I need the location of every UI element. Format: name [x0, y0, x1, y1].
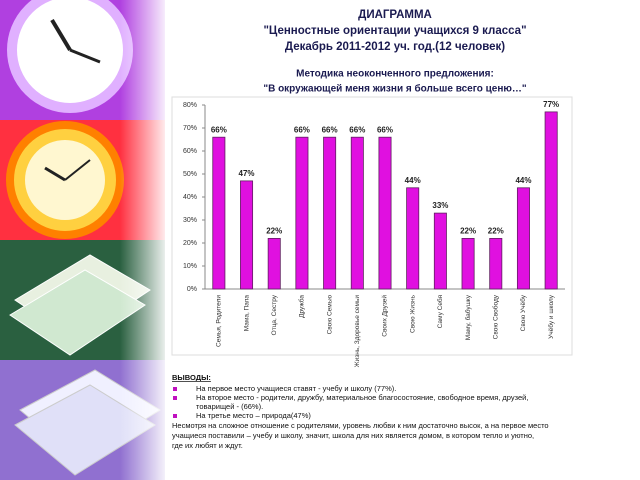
- bar: [489, 237, 503, 290]
- bullet: [173, 396, 177, 400]
- x-tick-label: Мама, Папа: [243, 295, 250, 332]
- value-label: 33%: [432, 201, 448, 210]
- bar: [378, 136, 392, 290]
- value-label: 66%: [294, 125, 310, 134]
- bar: [295, 136, 309, 290]
- title: "Ценностные ориентации учащихся 9 класса…: [263, 25, 526, 37]
- x-tick-label: Свою Семью: [326, 295, 333, 335]
- y-tick-label: 10%: [183, 263, 197, 270]
- subtitle: "В окружающей меня жизни я больше всего …: [263, 83, 527, 95]
- bar: [240, 180, 254, 290]
- value-label: 66%: [322, 125, 338, 134]
- y-tick-label: 60%: [183, 148, 197, 155]
- decoration: [0, 0, 170, 480]
- x-tick-label: Саму Себя: [436, 295, 444, 329]
- title: Декабрь 2011-2012 уч. год.(12 человек): [285, 41, 505, 53]
- bullet: [173, 414, 177, 418]
- y-tick-label: 20%: [183, 240, 197, 247]
- bullet-text: На первое место учащиеся ставят - учебу …: [196, 384, 396, 393]
- x-tick-label: Семья, Родители: [216, 295, 223, 347]
- heading: ВЫВОДЫ:: [172, 373, 211, 382]
- bar: [516, 187, 530, 290]
- conclusions: ВЫВОДЫ: На первое место учащиеся ставят -…: [172, 373, 549, 450]
- bar: [406, 187, 420, 290]
- x-tick-label: Учёбу и школу: [547, 294, 555, 339]
- y-tick-label: 70%: [183, 125, 197, 132]
- value-label: 77%: [543, 100, 559, 109]
- chart-frame: [171, 96, 573, 356]
- value-label: 66%: [377, 125, 393, 134]
- bar: [267, 237, 281, 290]
- value-label: 66%: [211, 125, 227, 134]
- bullet-text: На второе место - родители, дружбу, мате…: [196, 393, 528, 402]
- x-tick-label: Отца, Сестру: [271, 294, 278, 335]
- x-tick-label: Свою Учёбу: [519, 294, 527, 331]
- bullet-text: На третье место – природа(47%): [196, 411, 311, 420]
- x-tick-label: Жизнь, Здоровье семьи: [354, 295, 361, 368]
- value-label: 22%: [266, 227, 282, 236]
- y-tick-label: 40%: [183, 194, 197, 201]
- x-tick-label: Своих Друзей: [381, 295, 389, 337]
- x-tick-label: Свою Жизнь: [409, 294, 416, 333]
- bullet: [173, 387, 177, 391]
- bar: [212, 136, 226, 290]
- bar: [433, 212, 447, 290]
- value-label: 66%: [349, 125, 365, 134]
- x-tick-label: Маму, бабушку: [464, 294, 472, 340]
- subtitle: Методика неоконченного предложения:: [296, 69, 494, 80]
- value-label: 22%: [488, 227, 504, 236]
- x-tick-label: Свою Свободу: [491, 294, 499, 339]
- y-tick-label: 0%: [187, 286, 197, 293]
- value-label: 44%: [515, 176, 531, 185]
- bar: [323, 136, 337, 290]
- bar: [544, 111, 558, 290]
- x-tick-label: Дружба: [298, 295, 306, 318]
- y-tick-label: 30%: [183, 217, 197, 224]
- y-tick-label: 80%: [183, 102, 197, 109]
- paragraph-line: Несмотря на сложное отношение с родителя…: [172, 421, 549, 430]
- paragraph-line: где их любят и ждут.: [172, 441, 243, 450]
- bar: [350, 136, 364, 290]
- bar: [461, 237, 475, 290]
- title: ДИАГРАММА: [358, 9, 432, 21]
- bullet-text: товарищей - (66%).: [196, 402, 263, 411]
- value-label: 44%: [405, 176, 421, 185]
- value-label: 47%: [239, 169, 255, 178]
- paragraph-line: учащиеся поставили – учебу и школу, знач…: [172, 431, 534, 440]
- y-tick-label: 50%: [183, 171, 197, 178]
- value-label: 22%: [460, 227, 476, 236]
